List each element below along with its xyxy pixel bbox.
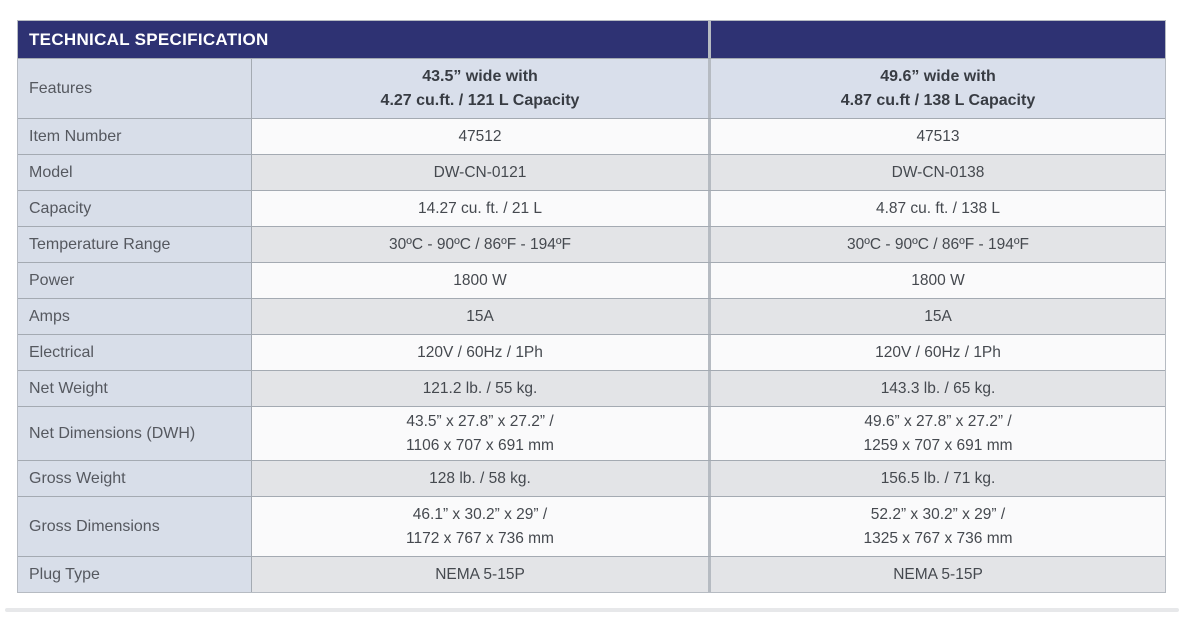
table-row-gross-weight: Gross Weight 128 lb. / 58 kg. 156.5 lb. … (18, 460, 1165, 496)
table-row-electrical: Electrical 120V / 60Hz / 1Ph 120V / 60Hz… (18, 334, 1165, 370)
value-model-1: DW-CN-0121 (252, 155, 708, 190)
table-header-bar: TECHNICAL SPECIFICATION (18, 21, 1165, 58)
value-model-2: 4.87 cu. ft. / 138 L (708, 191, 1165, 226)
value-model-1: 30ºC - 90ºC / 86ºF - 194ºF (252, 227, 708, 262)
value-model-1: 15A (252, 299, 708, 334)
value-model-1: 120V / 60Hz / 1Ph (252, 335, 708, 370)
value-model-1: NEMA 5-15P (252, 557, 708, 592)
value-model-2: NEMA 5-15P (708, 557, 1165, 592)
row-label: Amps (18, 299, 252, 334)
value-model-2: 49.6” wide with 4.87 cu.ft / 138 L Capac… (708, 59, 1165, 118)
value-model-1: 46.1” x 30.2” x 29” / 1172 x 767 x 736 m… (252, 497, 708, 556)
table-row-capacity: Capacity 14.27 cu. ft. / 21 L 4.87 cu. f… (18, 190, 1165, 226)
value-model-1: 1800 W (252, 263, 708, 298)
page-bottom-divider (5, 608, 1179, 612)
value-model-2: 52.2” x 30.2” x 29” / 1325 x 767 x 736 m… (708, 497, 1165, 556)
table-row-item-number: Item Number 47512 47513 (18, 118, 1165, 154)
table-row-gross-dimensions: Gross Dimensions 46.1” x 30.2” x 29” / 1… (18, 496, 1165, 556)
table-row-temperature-range: Temperature Range 30ºC - 90ºC / 86ºF - 1… (18, 226, 1165, 262)
row-label: Net Dimensions (DWH) (18, 407, 252, 460)
value-model-1: 128 lb. / 58 kg. (252, 461, 708, 496)
row-label: Gross Weight (18, 461, 252, 496)
value-model-1: 14.27 cu. ft. / 21 L (252, 191, 708, 226)
row-label: Gross Dimensions (18, 497, 252, 556)
row-label: Plug Type (18, 557, 252, 592)
table-header-left-segment: TECHNICAL SPECIFICATION (18, 21, 708, 58)
row-label: Net Weight (18, 371, 252, 406)
technical-specification-table: TECHNICAL SPECIFICATION Features 43.5” w… (17, 20, 1166, 593)
table-row-model: Model DW-CN-0121 DW-CN-0138 (18, 154, 1165, 190)
value-model-1: 47512 (252, 119, 708, 154)
value-model-2: 15A (708, 299, 1165, 334)
value-model-2: 30ºC - 90ºC / 86ºF - 194ºF (708, 227, 1165, 262)
value-model-1: 121.2 lb. / 55 kg. (252, 371, 708, 406)
value-model-2: 120V / 60Hz / 1Ph (708, 335, 1165, 370)
row-label: Power (18, 263, 252, 298)
table-row-amps: Amps 15A 15A (18, 298, 1165, 334)
row-label: Temperature Range (18, 227, 252, 262)
row-label: Capacity (18, 191, 252, 226)
value-model-2: 143.3 lb. / 65 kg. (708, 371, 1165, 406)
table-header-right-segment (708, 21, 1165, 58)
value-model-2: 49.6” x 27.8” x 27.2” / 1259 x 707 x 691… (708, 407, 1165, 460)
value-model-1: 43.5” wide with 4.27 cu.ft. / 121 L Capa… (252, 59, 708, 118)
value-model-2: 156.5 lb. / 71 kg. (708, 461, 1165, 496)
value-model-2: 47513 (708, 119, 1165, 154)
value-model-2: 1800 W (708, 263, 1165, 298)
value-model-2: DW-CN-0138 (708, 155, 1165, 190)
table-row-features: Features 43.5” wide with 4.27 cu.ft. / 1… (18, 58, 1165, 118)
table-title: TECHNICAL SPECIFICATION (29, 29, 269, 49)
row-label: Features (18, 59, 252, 118)
table-row-power: Power 1800 W 1800 W (18, 262, 1165, 298)
value-model-1: 43.5” x 27.8” x 27.2” / 1106 x 707 x 691… (252, 407, 708, 460)
row-label: Electrical (18, 335, 252, 370)
table-row-net-dimensions: Net Dimensions (DWH) 43.5” x 27.8” x 27.… (18, 406, 1165, 460)
table-row-net-weight: Net Weight 121.2 lb. / 55 kg. 143.3 lb. … (18, 370, 1165, 406)
table-row-plug-type: Plug Type NEMA 5-15P NEMA 5-15P (18, 556, 1165, 592)
row-label: Item Number (18, 119, 252, 154)
row-label: Model (18, 155, 252, 190)
